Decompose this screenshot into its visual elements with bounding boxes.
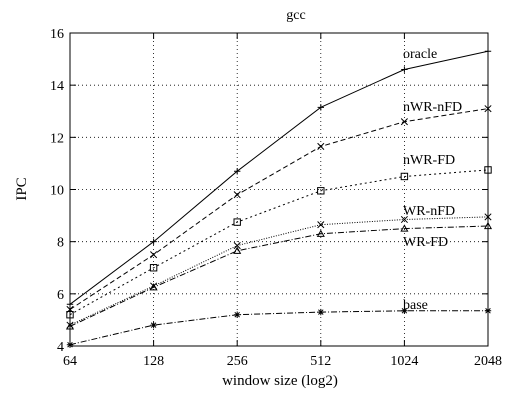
y-tick-label: 16 [50,27,64,42]
data-point-nwr-fd [66,311,74,319]
y-axis-ticks: 4 6 8 10 12 14 16 [50,27,488,355]
data-point-wr-nfd [317,221,325,229]
data-point-oracle [66,301,74,308]
data-point-nwr-nfd [233,191,241,199]
series-labels: oracle nWR-nFD nWR-FD WR-nFD WR-FD base [403,47,462,313]
y-tick-label: 14 [50,79,64,94]
series-lines [69,50,489,346]
data-point-nwr-nfd [317,142,325,151]
series-markers [65,48,493,348]
data-point-wr-fd [65,322,75,330]
data-point-nwr-fd [317,187,325,195]
data-point-oracle [401,66,408,73]
data-point-wr-nfd [233,242,241,250]
data-point-nwr-nfd [150,251,158,259]
data-point-base [484,307,492,314]
data-point-wr-fd [316,229,325,237]
data-point-base [317,308,324,316]
series-line-nwr-fd [69,169,489,316]
series-line-nwr-nfd [69,108,489,310]
x-axis-ticks: 64 128 256 512 1024 2048 [63,33,502,369]
series-line-base [69,310,488,346]
y-tick-label: 4 [57,340,64,355]
y-tick-label: 6 [57,288,64,303]
data-point-base [234,311,241,318]
y-axis-label: IPC [14,177,30,200]
series-line-wr-nfd [69,216,489,326]
data-point-oracle [317,104,324,111]
data-point-nwr-nfd [484,105,492,113]
y-tick-label: 10 [50,184,64,199]
grid [70,33,488,346]
y-tick-label: 12 [50,131,64,146]
data-point-wr-fd [149,283,158,291]
series-label-nwr-fd: nWR-FD [403,153,455,168]
y-tick-label: 8 [57,236,64,251]
data-point-wr-fd [400,224,409,232]
x-tick-label: 512 [310,354,331,369]
data-point-oracle [234,168,241,175]
data-point-nwr-fd [484,166,492,174]
x-tick-label: 128 [143,354,164,369]
x-tick-label: 256 [227,354,248,369]
data-point-base [66,341,74,348]
series-line-oracle [69,50,489,305]
series-label-wr-nfd: WR-nFD [403,204,455,219]
data-point-base [401,307,408,314]
data-point-nwr-fd [149,264,158,272]
data-point-wr-fd [233,246,242,254]
data-point-wr-fd [483,221,493,230]
series-line-wr-fd [69,225,489,327]
data-point-oracle [484,48,492,55]
data-point-nwr-fd [233,218,241,226]
series-label-wr-fd: WR-FD [403,235,448,250]
series-label-base: base [403,298,428,313]
x-tick-label: 64 [63,354,77,369]
data-point-wr-nfd [400,215,408,224]
series-label-oracle: oracle [403,47,437,62]
chart-title: gcc [286,8,305,23]
data-point-base [150,321,157,329]
data-point-oracle [150,238,157,245]
data-point-nwr-nfd [400,118,408,126]
x-axis-label: window size (log2) [222,373,338,389]
data-point-wr-nfd [484,213,492,221]
series-label-nwr-nfd: nWR-nFD [403,100,462,115]
x-tick-label: 2048 [474,354,502,369]
x-tick-label: 1024 [390,354,418,369]
data-point-nwr-fd [400,172,409,181]
